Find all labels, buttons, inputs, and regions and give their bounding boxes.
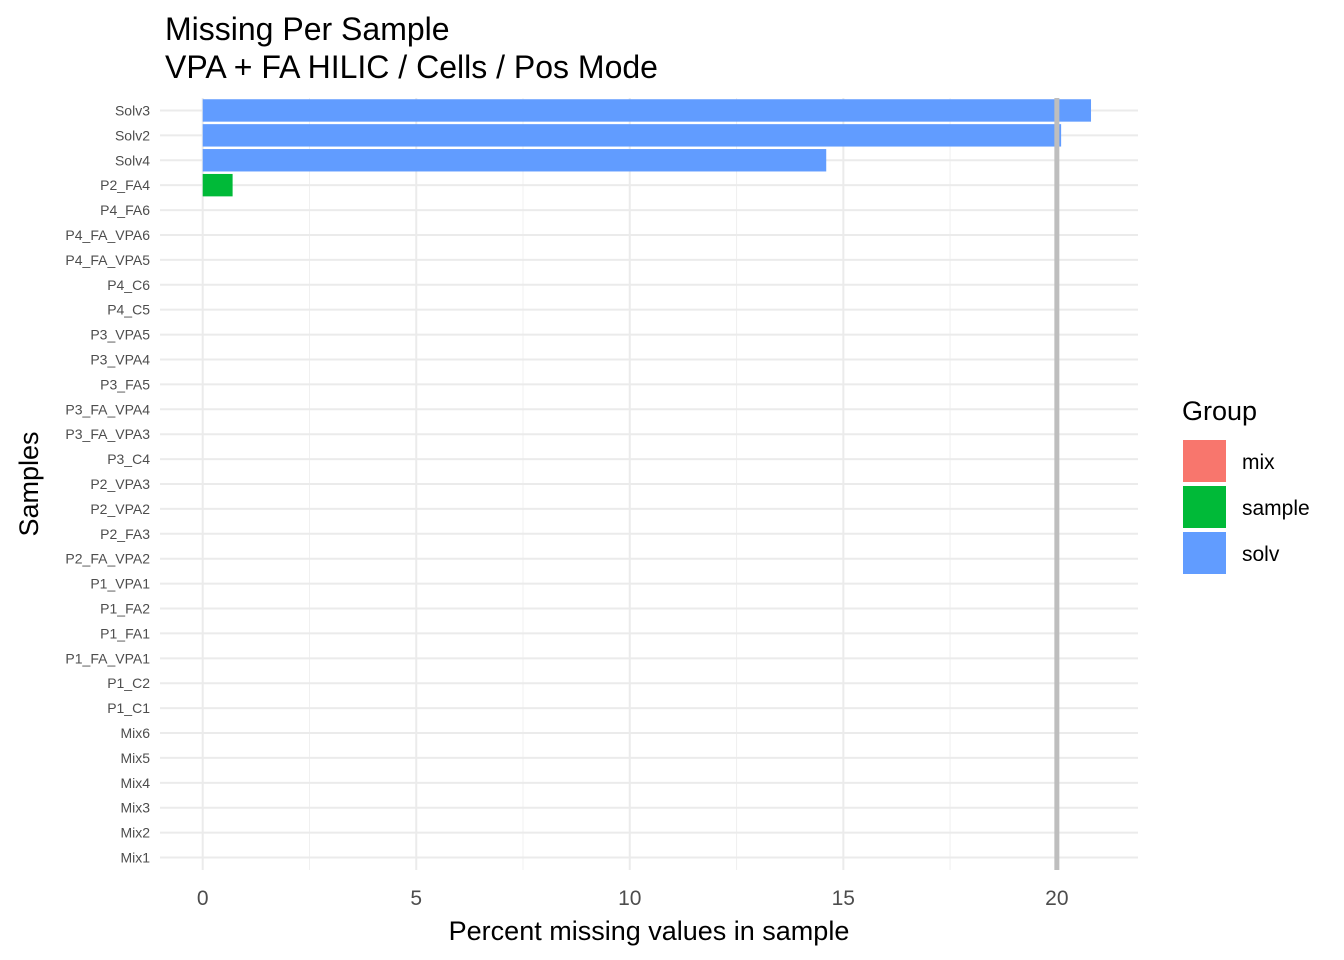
y-tick-label: P3_VPA4	[90, 351, 150, 367]
title-line-1: Missing Per Sample	[165, 11, 450, 47]
x-tick-label: 0	[197, 887, 209, 910]
legend-label-solv: solv	[1242, 543, 1280, 566]
y-tick-label: Mix3	[120, 800, 150, 816]
y-tick-label: P4_C5	[107, 302, 150, 318]
y-tick-label: Mix2	[120, 825, 150, 841]
bar-P2_FA4	[202, 173, 233, 197]
y-tick-label: Mix1	[120, 850, 150, 866]
y-tick-label: P1_FA_VPA1	[65, 650, 150, 666]
y-tick-label: Mix5	[120, 750, 150, 766]
y-tick-label: P1_FA1	[100, 625, 150, 641]
legend-key-mix	[1183, 440, 1226, 482]
y-tick-label: P3_VPA5	[90, 327, 150, 343]
y-tick-label: P2_VPA2	[90, 501, 150, 517]
y-axis-title: Samples	[14, 431, 44, 536]
y-tick-label: P1_VPA1	[90, 576, 150, 592]
x-tick-label: 10	[618, 887, 641, 910]
legend-label-mix: mix	[1242, 451, 1275, 474]
bar-Solv3	[202, 99, 1092, 122]
y-tick-label: P1_C2	[107, 675, 150, 691]
title-line-2: VPA + FA HILIC / Cells / Pos Mode	[165, 49, 658, 85]
x-axis-title: Percent missing values in sample	[449, 916, 850, 946]
y-tick-label: P1_C1	[107, 700, 150, 716]
legend-key-solv	[1183, 532, 1226, 574]
legend-title: Group	[1182, 396, 1257, 426]
y-tick-label: P1_FA2	[100, 601, 150, 617]
y-tick-label: P4_FA_VPA6	[65, 227, 150, 243]
y-tick-label: Mix6	[120, 725, 150, 741]
y-tick-label: P4_FA6	[100, 202, 150, 218]
y-tick-label: P3_FA5	[100, 376, 150, 392]
y-tick-label: P3_C4	[107, 451, 150, 467]
legend-key-sample	[1183, 486, 1226, 528]
y-tick-label: P4_FA_VPA5	[65, 252, 150, 268]
chart-title: Missing Per Sample VPA + FA HILIC / Cell…	[165, 10, 658, 86]
legend-label-sample: sample	[1242, 497, 1310, 520]
y-tick-label: P3_FA_VPA4	[65, 401, 150, 417]
y-tick-label: Solv4	[115, 152, 150, 168]
bar-Solv2	[202, 124, 1062, 147]
y-tick-label: Solv2	[115, 127, 150, 143]
y-tick-label: Mix4	[120, 775, 150, 791]
bar-Solv4	[202, 149, 827, 172]
y-tick-label: P4_C6	[107, 277, 150, 293]
x-tick-label: 15	[832, 887, 855, 910]
y-tick-label: P2_VPA3	[90, 476, 150, 492]
x-tick-label: 5	[410, 887, 422, 910]
y-tick-label: P2_FA3	[100, 526, 150, 542]
y-tick-label: P3_FA_VPA3	[65, 426, 150, 442]
x-tick-label: 20	[1045, 887, 1068, 910]
y-tick-label: P2_FA_VPA2	[65, 551, 150, 567]
y-tick-label: P2_FA4	[100, 177, 150, 193]
y-tick-label: Solv3	[115, 102, 150, 118]
